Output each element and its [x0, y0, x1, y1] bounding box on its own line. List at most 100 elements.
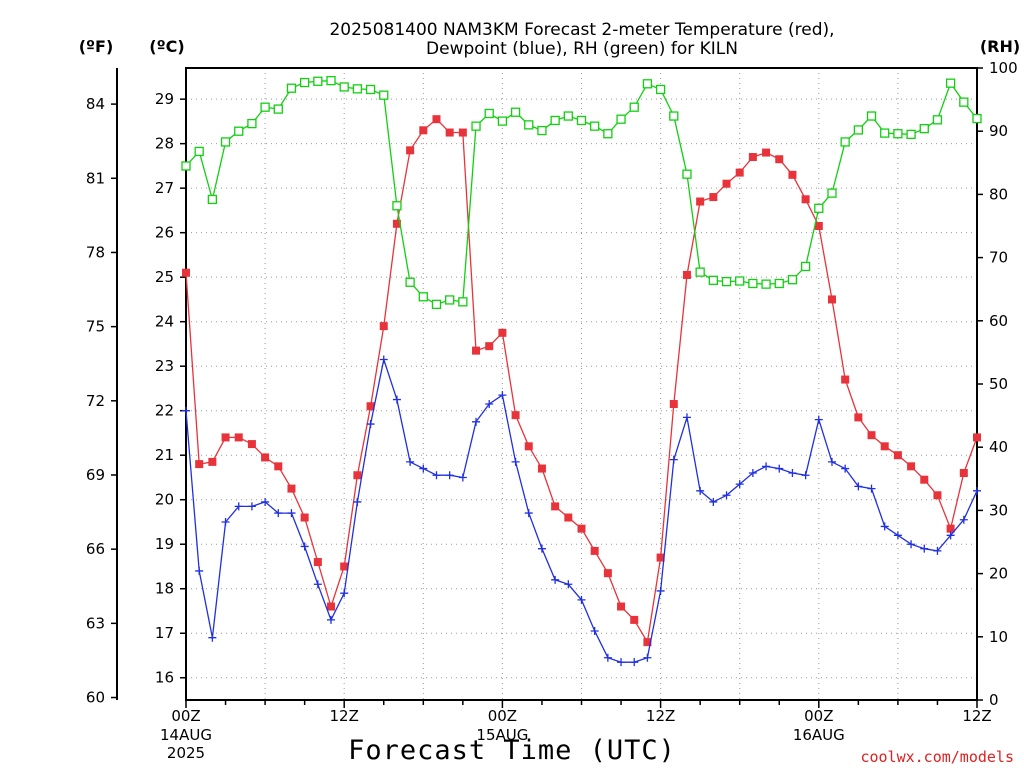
dewpoint-series	[182, 355, 981, 667]
temperature-point	[907, 462, 916, 471]
dewpoint-point	[854, 482, 863, 491]
rh-point	[655, 84, 666, 95]
fahrenheit-tick-label: 81	[86, 169, 105, 187]
dewpoint-point	[827, 457, 836, 466]
rh-point	[299, 77, 310, 88]
dewpoint-point	[709, 497, 718, 506]
dewpoint-point	[841, 464, 850, 473]
fahrenheit-tick-label: 60	[86, 689, 105, 707]
dewpoint-point	[313, 580, 322, 589]
rh-point	[576, 115, 587, 126]
fahrenheit-tick-label: 72	[86, 392, 105, 410]
rh-point	[181, 161, 191, 171]
dewpoint-point	[208, 633, 217, 642]
credit-link[interactable]: coolwx.com/models	[860, 748, 1014, 766]
rh-point	[207, 194, 218, 205]
rh-point	[616, 114, 626, 124]
dewpoint-point	[722, 491, 731, 500]
rh-point	[840, 137, 850, 147]
fahrenheit-tick-label: 63	[86, 614, 105, 632]
temperature-point	[801, 195, 810, 204]
rh-tick-label: 60	[989, 312, 1008, 330]
temperature-point	[261, 453, 270, 462]
grid-lines	[186, 68, 977, 700]
rh-point	[642, 79, 653, 89]
celsius-tick-label: 23	[155, 357, 174, 375]
temperature-point	[445, 128, 454, 137]
temperature-point	[682, 270, 691, 279]
dewpoint-point	[893, 531, 902, 540]
temperature-point	[287, 484, 296, 493]
dewpoint-point	[814, 415, 823, 424]
rh-point	[590, 121, 600, 131]
x-axis-title: Forecast Time (UTC)	[348, 735, 676, 766]
rh-point	[774, 278, 784, 289]
temperature-point	[920, 475, 929, 484]
rh-series	[181, 75, 982, 310]
temperature-point	[498, 328, 507, 337]
temperature-point	[735, 168, 744, 177]
rh-point	[748, 278, 758, 289]
rh-point	[814, 203, 824, 213]
dewpoint-point	[300, 542, 309, 551]
dewpoint-point	[617, 658, 626, 667]
dewpoint-point	[327, 615, 336, 624]
rh-point	[524, 120, 534, 130]
temperature-point	[656, 553, 665, 562]
rh-point	[339, 82, 349, 92]
temperature-point	[788, 170, 797, 179]
celsius-tick-label: 25	[155, 268, 174, 286]
fahrenheit-tick-label: 84	[86, 95, 105, 113]
rh-point	[484, 108, 494, 119]
dewpoint-point	[182, 406, 190, 415]
rh-point	[945, 78, 956, 88]
rh-point	[471, 121, 481, 131]
rh-point	[286, 83, 297, 93]
rh-point	[418, 292, 428, 302]
celsius-tick-label: 26	[155, 224, 174, 242]
dewpoint-point	[788, 469, 797, 478]
rh-point	[721, 276, 732, 287]
rh-point	[669, 111, 679, 121]
temperature-point	[643, 638, 652, 647]
rh-point	[682, 169, 692, 179]
dewpoint-point	[234, 502, 243, 511]
dewpoint-point	[511, 457, 520, 466]
dewpoint-point	[590, 627, 599, 636]
temperature-point	[867, 431, 876, 440]
x-tick-date: 16AUG	[793, 726, 845, 744]
celsius-tick-label: 22	[155, 402, 174, 420]
rh-point	[629, 102, 639, 112]
rh-point	[352, 84, 363, 94]
rh-tick-label: 0	[989, 691, 999, 709]
dewpoint-point	[445, 471, 454, 480]
temperature-point	[195, 460, 204, 469]
temperature-point	[485, 342, 494, 351]
rh-point	[537, 125, 547, 136]
temperature-point	[880, 442, 889, 451]
temperature-point	[274, 462, 283, 471]
temperature-point	[419, 126, 428, 135]
rh-point	[827, 188, 837, 198]
rh-point	[972, 113, 982, 124]
dewpoint-point	[366, 420, 375, 429]
temperature-point	[603, 569, 612, 578]
dewpoint-point	[419, 464, 428, 473]
temperature-point	[234, 433, 243, 442]
temperature-point	[946, 524, 955, 533]
dewpoint-point	[907, 540, 916, 549]
dewpoint-point	[524, 509, 533, 518]
temperature-point	[577, 524, 586, 533]
rh-point	[563, 111, 573, 121]
temperature-point	[432, 115, 441, 124]
rh-tick-label: 40	[989, 438, 1008, 456]
dewpoint-point	[643, 653, 652, 662]
temperature-point	[313, 558, 322, 567]
rh-point	[919, 124, 929, 134]
celsius-tick-label: 27	[155, 179, 174, 197]
temperature-point	[551, 502, 560, 511]
dewpoint-point	[973, 486, 981, 495]
rh-point	[603, 129, 613, 139]
temperature-point	[748, 153, 757, 162]
fahrenheit-axis-label: (ºF)	[79, 37, 114, 56]
